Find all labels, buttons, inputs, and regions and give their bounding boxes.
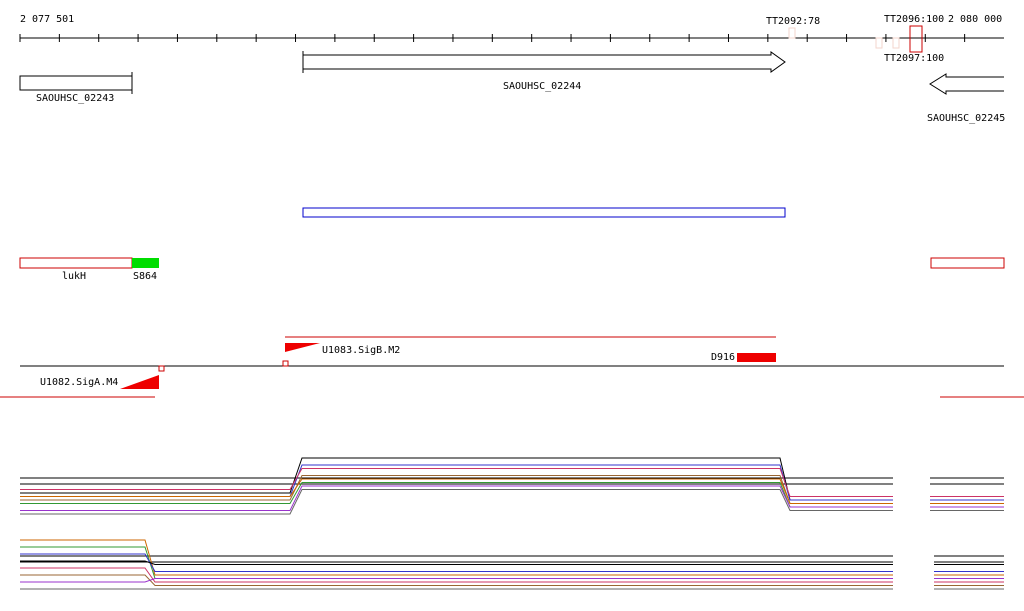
promoter-label: D916 (711, 352, 735, 363)
gene-label: SAOUHSC_02244 (503, 81, 581, 92)
expression-trace (20, 478, 893, 504)
feature-label: S864 (133, 271, 157, 282)
terminator-label: TT2097:100 (884, 53, 944, 64)
expression-trace (20, 560, 893, 565)
gene-label: SAOUHSC_02245 (927, 113, 1005, 124)
feature-box (19, 257, 133, 269)
expression-traces (20, 457, 1004, 590)
terminator (875, 37, 883, 49)
expression-trace (20, 485, 893, 511)
transcript (302, 207, 786, 218)
feature-label: lukH (62, 271, 86, 282)
expression-trace (20, 489, 893, 515)
expression-trace (20, 468, 893, 497)
terminator (788, 27, 796, 39)
promoter-flag (120, 375, 159, 389)
feature-box (930, 257, 1005, 269)
expression-trace (20, 539, 893, 576)
gene-arrow (929, 73, 1004, 95)
terminator (892, 37, 900, 49)
ruler-ticks (19, 34, 966, 42)
terminator-label: TT2096:100 (884, 14, 944, 25)
ruler-start: 2 077 501 (20, 14, 74, 25)
expression-trace (20, 578, 893, 583)
promoter-label: U1082.SigA.M4 (40, 377, 118, 388)
ruler-end: 2 080 000 (948, 14, 1002, 25)
promoter-tick (282, 360, 289, 367)
feature-box (132, 258, 159, 268)
terminator (909, 25, 923, 53)
expression-trace (20, 567, 893, 583)
promoter-box (737, 353, 776, 362)
gene-box (19, 72, 133, 94)
track-guides (20, 477, 1004, 563)
terminator-label: TT2092:78 (766, 16, 820, 27)
gene-arrow (302, 51, 786, 73)
promoter-label: U1083.SigB.M2 (322, 345, 400, 356)
gene-label: SAOUHSC_02243 (36, 93, 114, 104)
promoter-tick (158, 365, 165, 372)
promoter-flag (285, 343, 320, 352)
